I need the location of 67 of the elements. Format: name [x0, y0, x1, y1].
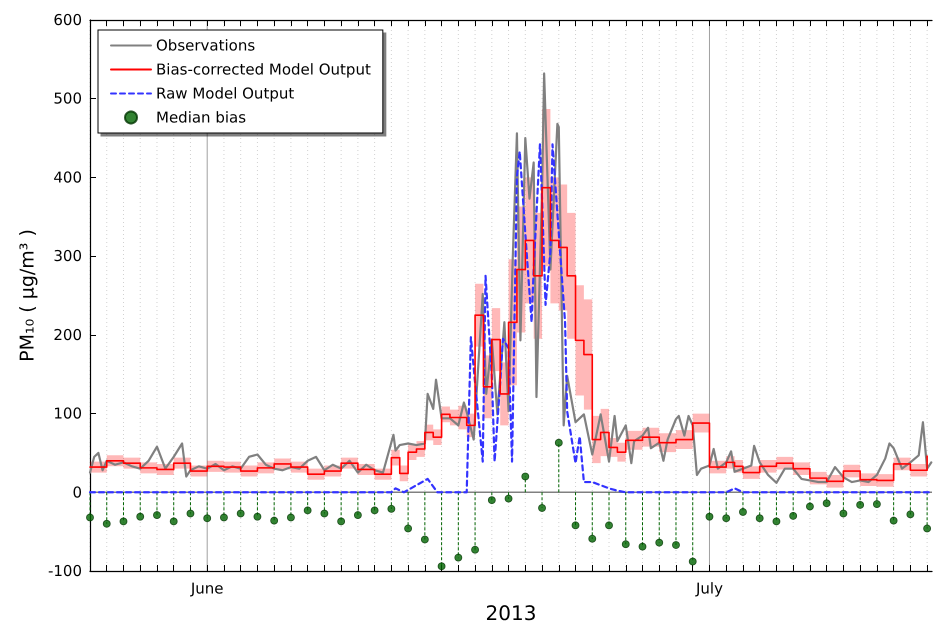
- point: [706, 512, 714, 521]
- point: [438, 562, 446, 570]
- point: [387, 504, 396, 513]
- point: [890, 516, 898, 525]
- point: [572, 521, 580, 530]
- point: [420, 536, 429, 544]
- legend-label: Bias-corrected Model Output: [156, 60, 371, 78]
- point: [789, 512, 798, 520]
- y-tick-label: 500: [53, 90, 82, 108]
- y-tick-label: 400: [53, 168, 82, 186]
- point: [186, 510, 194, 518]
- y-axis-title: PM₁₀ ( μg/m³ ): [16, 229, 39, 362]
- y-tick-label: 0: [72, 483, 82, 502]
- point: [320, 510, 328, 518]
- point: [605, 521, 613, 530]
- point: [872, 500, 881, 508]
- point: [404, 524, 412, 532]
- x-tick-label: June: [190, 580, 224, 598]
- point: [236, 510, 245, 518]
- point: [153, 511, 161, 520]
- legend-label: Median bias: [156, 108, 246, 126]
- y-tick-label: 200: [53, 326, 82, 344]
- point: [672, 541, 680, 549]
- point: [354, 511, 362, 520]
- y-tick-label: -100: [48, 562, 82, 580]
- point: [370, 506, 379, 514]
- y-tick-label: 100: [53, 404, 82, 423]
- point: [203, 514, 212, 522]
- point: [688, 558, 697, 566]
- point: [136, 512, 144, 521]
- point: [822, 499, 831, 508]
- legend-label: Observations: [156, 36, 256, 54]
- point: [120, 518, 128, 526]
- point: [722, 514, 730, 522]
- point: [170, 518, 178, 526]
- point: [772, 518, 780, 526]
- point: [655, 538, 664, 547]
- point: [304, 506, 312, 514]
- point: [86, 514, 94, 522]
- point: [756, 514, 764, 522]
- point: [220, 514, 228, 522]
- legend-label: Raw Model Output: [156, 84, 294, 102]
- y-tick-label: 300: [53, 247, 82, 266]
- point: [622, 540, 630, 548]
- point: [538, 504, 546, 512]
- point: [102, 520, 111, 528]
- point: [521, 472, 530, 480]
- point: [504, 494, 512, 502]
- point: [254, 512, 262, 521]
- point: [588, 534, 596, 543]
- point: [806, 502, 814, 510]
- x-axis-title: 2013: [486, 601, 536, 625]
- point: [906, 510, 914, 518]
- point: [270, 516, 278, 525]
- x-tick-label: July: [694, 580, 724, 598]
- point: [739, 508, 747, 516]
- point: [554, 438, 563, 447]
- point: [287, 514, 295, 522]
- point: [454, 554, 462, 562]
- point: [638, 542, 646, 550]
- point: [471, 546, 479, 554]
- point: [923, 524, 932, 532]
- point: [856, 500, 864, 509]
- point: [488, 496, 496, 504]
- point: [840, 510, 848, 518]
- y-tick-label: 600: [53, 11, 82, 29]
- point: [337, 518, 346, 526]
